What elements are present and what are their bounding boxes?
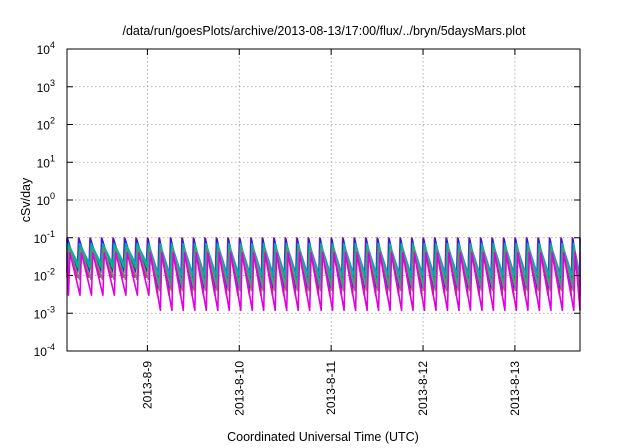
series-line: [66, 248, 581, 292]
x-axis-label: Coordinated Universal Time (UTC): [227, 430, 419, 444]
x-tick-label: 2013-8-13: [508, 361, 522, 416]
grid: [67, 49, 580, 351]
y-tick-label: 10-1: [34, 229, 55, 246]
x-tick-label: 2013-8-11: [324, 361, 338, 415]
series-line: [66, 252, 581, 312]
y-tick-label: 103: [37, 78, 55, 95]
y-tick-label: 100: [37, 191, 55, 208]
x-tick-label: 2013-8-12: [416, 361, 430, 416]
y-tick-label: 101: [37, 153, 55, 170]
y-tick-label: 102: [37, 116, 55, 133]
y-tick-label: 10-2: [34, 267, 55, 284]
y-axis: 10-4 10-3 10-2 10-1 100 101 102 103 104: [34, 40, 580, 359]
x-tick-label: 2013-8-9: [140, 361, 154, 409]
chart-title: /data/run/goesPlots/archive/2013-08-13/1…: [122, 24, 526, 38]
y-axis-label: cSv/day: [19, 177, 33, 222]
x-axis: 2013-8-9 2013-8-10 2013-8-11 2013-8-12 2013-…: [140, 49, 522, 416]
x-tick-label: 2013-8-10: [232, 361, 246, 416]
y-tick-label: 104: [37, 40, 55, 57]
y-tick-label: 10-4: [34, 342, 55, 359]
y-tick-label: 10-3: [34, 304, 55, 321]
series-layer: [66, 237, 581, 312]
